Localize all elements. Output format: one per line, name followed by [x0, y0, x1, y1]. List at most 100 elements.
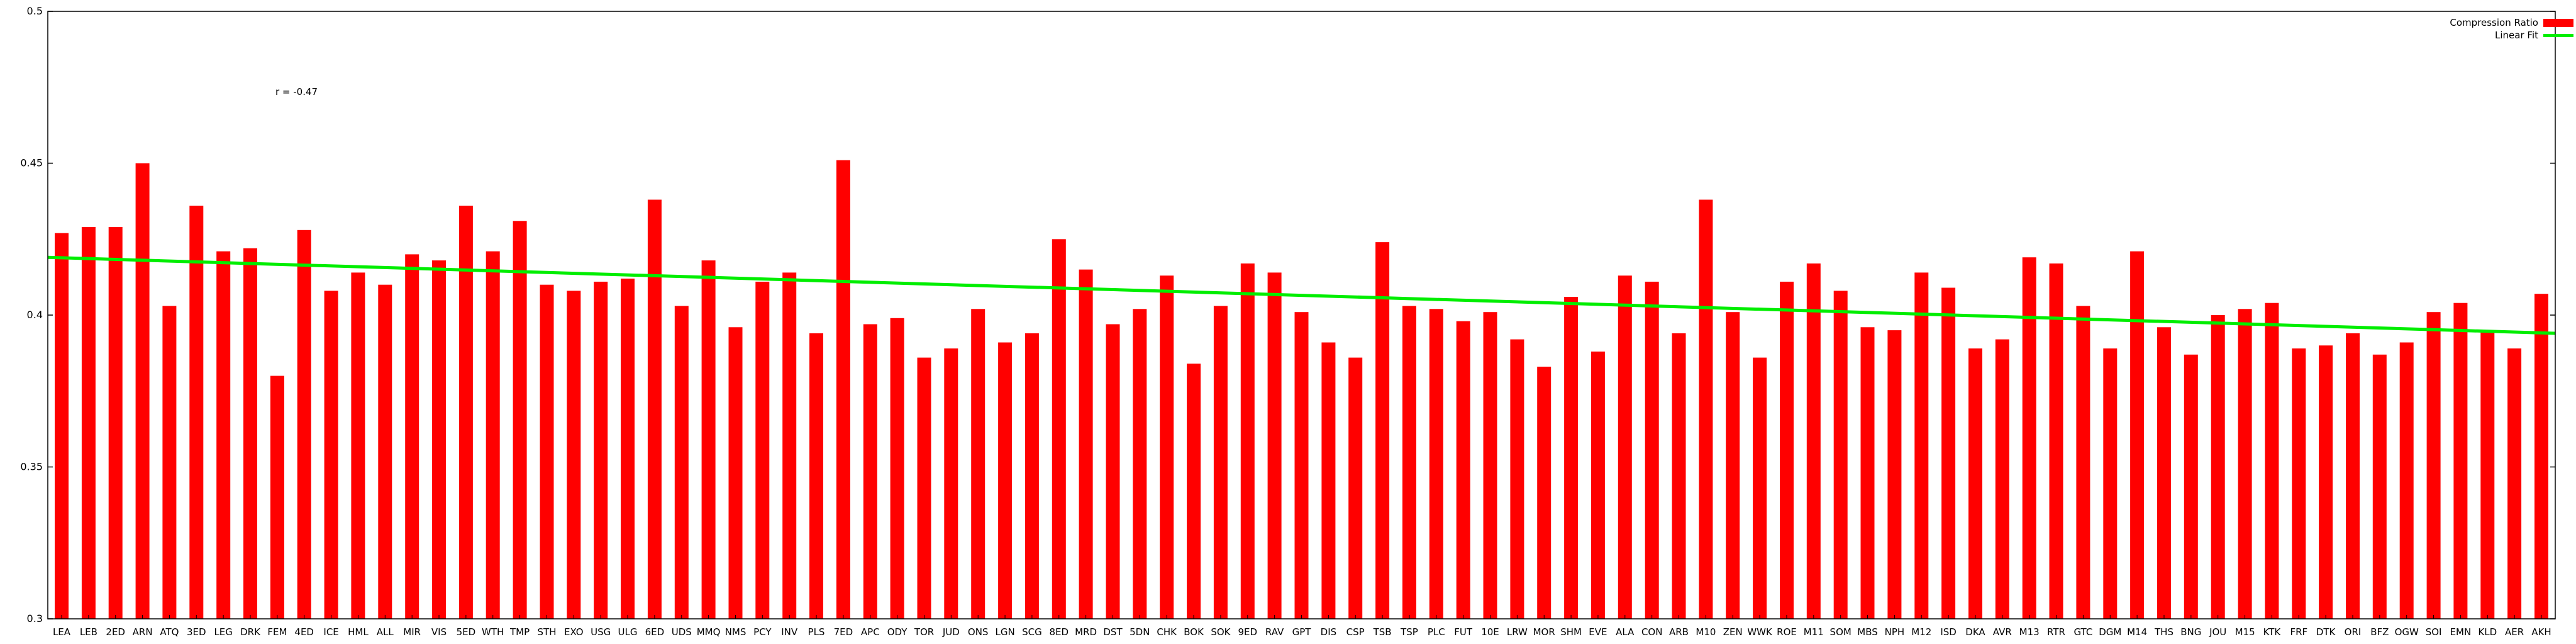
- x-tick-label: DTK: [2316, 626, 2336, 638]
- x-tick-label: TMP: [509, 626, 530, 638]
- bar-usg: [594, 281, 608, 619]
- bar-fut: [1456, 321, 1470, 619]
- bar-atq: [162, 306, 177, 619]
- x-tick-label: SHM: [1560, 626, 1582, 638]
- bar-lgn: [998, 342, 1013, 619]
- x-axis: LEA LEB 2ED ARN ATQ 3ED LEG DRK FEM 4ED ICE HML ALL M…: [53, 615, 2551, 638]
- bar-som: [1833, 291, 1848, 619]
- x-tick-label: BNG: [2180, 626, 2201, 638]
- bar-avr: [1995, 339, 2009, 619]
- bar-4ed: [297, 230, 311, 619]
- bar-ala: [1618, 275, 1632, 619]
- x-tick-label: M14: [2127, 626, 2147, 638]
- bar-6ed: [647, 199, 662, 619]
- x-tick-label: M10: [1696, 626, 1716, 638]
- legend-swatch-bar: [2543, 18, 2573, 27]
- bar-ons: [971, 309, 985, 619]
- x-tick-label: ARB: [1669, 626, 1689, 638]
- x-tick-label: OGW: [2395, 626, 2419, 638]
- bar-2ed: [108, 226, 123, 619]
- x-tick-label: 10E: [1481, 626, 1499, 638]
- bar-bng: [2184, 354, 2198, 619]
- x-tick-label: M11: [1804, 626, 1824, 638]
- bar-scg: [1024, 333, 1039, 619]
- bar-mbs: [1860, 327, 1875, 619]
- y-tick-label: 0.4: [27, 309, 43, 321]
- bar-m13: [2022, 257, 2036, 619]
- bar-plc: [1429, 309, 1443, 619]
- bar-exo: [567, 291, 581, 619]
- x-tick-label: MRD: [1075, 626, 1097, 638]
- x-tick-label: PLC: [1428, 626, 1445, 638]
- x-tick-label: MBS: [1857, 626, 1878, 638]
- bar-apc: [863, 324, 877, 619]
- x-tick-label: UDS: [672, 626, 692, 638]
- bar-shm: [1564, 297, 1579, 619]
- x-tick-label: ICE: [323, 626, 338, 638]
- x-tick-label: SOI: [2426, 626, 2442, 638]
- x-tick-label: NPH: [1885, 626, 1905, 638]
- bar-pls: [809, 333, 823, 619]
- bar-isd: [1941, 287, 1956, 619]
- x-tick-label: ORI: [2345, 626, 2362, 638]
- x-tick-label: LEA: [53, 626, 71, 638]
- bar-mrd: [1079, 269, 1093, 619]
- bar-jou: [2211, 315, 2225, 619]
- bar-all: [378, 284, 392, 619]
- legend-label-compression-ratio: Compression Ratio: [2450, 17, 2538, 28]
- bar-uds: [674, 306, 689, 619]
- x-tick-label: 5ED: [457, 626, 476, 638]
- bar-rtr: [2049, 263, 2063, 619]
- bar-eve: [1591, 352, 1605, 619]
- bar-leg: [216, 251, 231, 619]
- y-tick-label: 0.35: [20, 461, 43, 473]
- bar-hml: [351, 272, 365, 619]
- bar-csp: [1348, 357, 1363, 619]
- legend-item-linear-fit: Linear Fit: [2495, 30, 2573, 41]
- bar-ulg: [621, 279, 635, 619]
- x-tick-label: APC: [861, 626, 880, 638]
- bar-gpt: [1294, 312, 1309, 619]
- x-tick-label: WWK: [1747, 626, 1773, 638]
- bar-m12: [1914, 272, 1929, 619]
- x-tick-label: ALL: [377, 626, 394, 638]
- bar-inv: [782, 272, 797, 619]
- x-tick-label: ONS: [968, 626, 989, 638]
- x-tick-label: M15: [2235, 626, 2255, 638]
- x-tick-label: MIR: [403, 626, 421, 638]
- x-tick-label: EMN: [2450, 626, 2472, 638]
- bar-dst: [1106, 324, 1120, 619]
- x-tick-label: 7ED: [834, 626, 853, 638]
- x-tick-label: MOR: [1533, 626, 1555, 638]
- bar-tsb: [1375, 242, 1390, 619]
- x-tick-label: FEM: [267, 626, 287, 638]
- bar-bfz: [2372, 354, 2387, 619]
- bar-lrw: [1510, 339, 1524, 619]
- bar-tsp: [1402, 306, 1416, 619]
- y-tick-label: 0.3: [27, 613, 43, 625]
- bar-aer: [2507, 348, 2522, 619]
- x-tick-label: KTK: [2263, 626, 2282, 638]
- x-tick-label: AVR: [1993, 626, 2012, 638]
- bar-10e: [1483, 312, 1497, 619]
- x-tick-label: THS: [2154, 626, 2174, 638]
- bar-dgm: [2103, 348, 2118, 619]
- bar-mmq: [701, 260, 716, 619]
- x-tick-label: TSP: [1400, 626, 1418, 638]
- bar-fem: [270, 375, 284, 619]
- bar-gtc: [2076, 306, 2090, 619]
- x-tick-label: USG: [591, 626, 611, 638]
- fit-layer: [47, 255, 2556, 335]
- bar-dis: [1321, 342, 1336, 619]
- bars-layer: [55, 160, 2548, 619]
- bar-dtk: [2319, 345, 2333, 619]
- bar-ogw: [2399, 342, 2414, 619]
- bar-vis: [432, 260, 446, 619]
- x-tick-label: 2ED: [106, 626, 125, 638]
- x-tick-label: AER: [2505, 626, 2524, 638]
- correlation-annotation: r = -0.47: [275, 86, 318, 97]
- bar-7ed: [836, 160, 850, 619]
- bar-arb: [1672, 333, 1686, 619]
- x-tick-label: LEB: [80, 626, 97, 638]
